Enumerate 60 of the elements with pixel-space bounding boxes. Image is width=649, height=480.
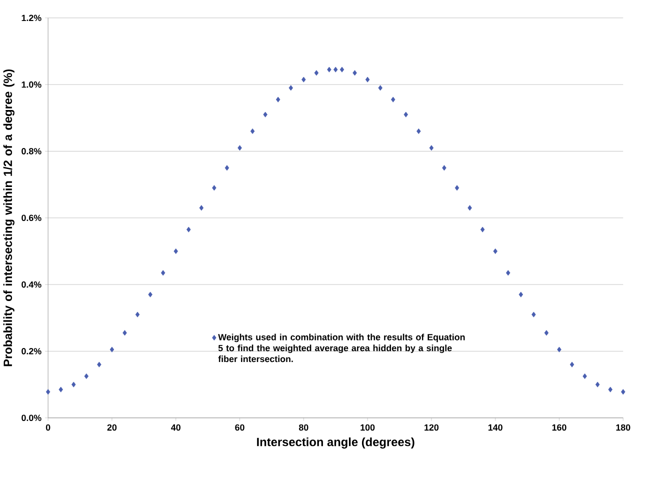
y-axis-title: Probability of intersecting within 1/2 of a degree (%) — [3, 70, 14, 366]
point — [340, 67, 344, 73]
point — [620, 389, 626, 395]
x-tick-label: 40 — [171, 424, 180, 431]
point — [212, 185, 216, 191]
point — [416, 128, 421, 134]
point — [110, 346, 114, 353]
point — [199, 205, 204, 211]
point — [288, 85, 294, 91]
point — [122, 330, 127, 336]
point — [224, 165, 230, 171]
point — [71, 382, 76, 388]
point — [544, 330, 549, 336]
x-tick-label: 140 — [488, 424, 502, 431]
x-tick-label: 80 — [298, 424, 308, 431]
point — [493, 248, 498, 254]
point — [238, 145, 242, 151]
point — [333, 67, 338, 73]
y-tick-label: 1.0% — [22, 82, 42, 88]
point — [365, 77, 370, 83]
point — [352, 70, 357, 76]
point — [454, 185, 460, 191]
point — [480, 226, 485, 233]
point — [302, 77, 306, 83]
point — [378, 85, 382, 91]
point — [160, 270, 166, 276]
point — [570, 362, 574, 368]
point — [263, 112, 268, 118]
x-tick-label: 0 — [46, 424, 50, 431]
point — [276, 97, 280, 103]
point — [518, 292, 524, 298]
point — [582, 374, 587, 380]
y-tick-label: 0.8% — [22, 148, 42, 155]
legend-label: Weights used in combination with the results of Equation 5 to find the weighted average area hidden by a single fiber intersection. — [218, 334, 465, 362]
y-tick-label: 0.6% — [22, 214, 42, 222]
point — [595, 382, 600, 388]
x-tick-label: 160 — [552, 424, 566, 431]
x-axis-title: Intersection angle (degrees) — [257, 438, 414, 449]
point — [390, 97, 396, 103]
point — [468, 205, 472, 211]
point — [135, 312, 140, 318]
y-tick-label: 0.2% — [22, 348, 42, 355]
x-tick-label: 20 — [107, 424, 117, 431]
point — [442, 165, 446, 171]
x-tick-label: 180 — [616, 424, 630, 431]
point — [429, 145, 434, 151]
x-tick-label: 120 — [424, 424, 439, 431]
point — [174, 248, 178, 254]
point — [506, 270, 510, 276]
point — [46, 389, 50, 395]
point — [84, 374, 89, 380]
y-tick-label: 0.0% — [22, 414, 42, 422]
point — [327, 67, 332, 73]
x-tick-label: 100 — [360, 424, 375, 431]
x-tick-label: 60 — [235, 424, 244, 431]
point — [314, 70, 319, 76]
y-tick-label: 0.4% — [22, 282, 42, 288]
point — [250, 128, 255, 134]
y-tick-label: 1.2% — [22, 14, 42, 22]
point — [404, 112, 408, 118]
